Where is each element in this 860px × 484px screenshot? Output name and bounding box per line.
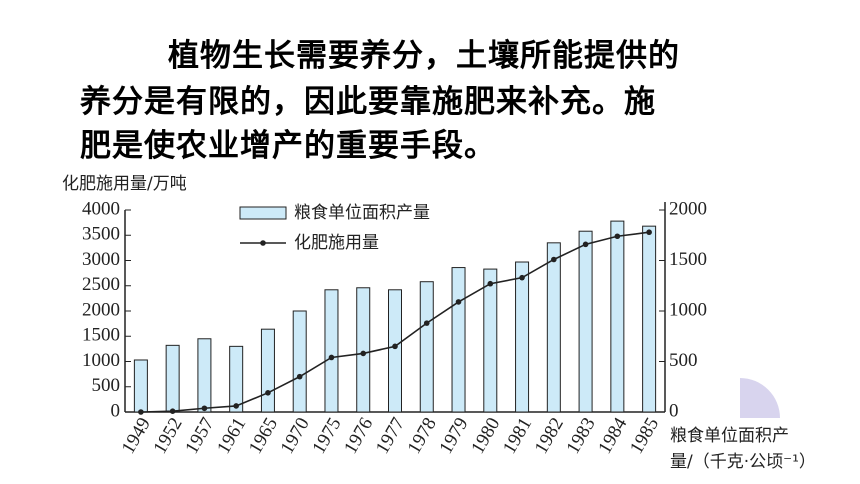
line-point (423, 320, 430, 326)
y2-axis-title: 量/（千克·公顷⁻¹） (670, 452, 816, 472)
x-tick-label: 1981 (499, 414, 536, 457)
line-point (296, 373, 303, 380)
bar (165, 344, 180, 413)
x-tick-label: 1965 (245, 414, 282, 457)
y-tick-label: 3000 (82, 249, 120, 270)
decoration (740, 378, 780, 418)
line-point (201, 405, 208, 412)
bar (610, 220, 625, 413)
legend-label: 化肥施用量 (294, 233, 379, 253)
bar (388, 289, 402, 413)
y-axis-title: 化肥施用量/万吨 (62, 174, 187, 194)
bar (578, 230, 593, 413)
y2-tick-label: 2000 (669, 198, 707, 219)
y-tick-label: 4000 (82, 198, 120, 219)
line-point (392, 343, 398, 350)
y2-axis-title: 粮食单位面积产 (670, 426, 789, 446)
y2-tick-label: 500 (669, 350, 698, 371)
bar (197, 338, 212, 413)
line-point (487, 280, 494, 287)
x-tick-label: 1977 (372, 414, 409, 457)
paragraph-line: 养分是有限的，因此要靠施肥来补充。施 (80, 84, 656, 120)
bar (546, 242, 561, 413)
line-point (614, 233, 621, 240)
legend-swatch (239, 206, 287, 220)
x-tick-label: 1983 (563, 414, 600, 457)
legend-label: 粮食单位面积产量 (294, 203, 430, 223)
x-tick-label: 1970 (277, 414, 314, 457)
x-tick-label: 1980 (467, 414, 504, 457)
bar (451, 267, 466, 413)
bar (356, 287, 371, 413)
paragraph-line: 植物生长需要养分，土壤所能提供的 (168, 38, 680, 74)
y2-tick-label: 1500 (669, 249, 707, 270)
line-point (551, 256, 557, 263)
bar (229, 345, 244, 413)
y2-tick-label: 0 (669, 400, 679, 421)
x-tick-label: 1952 (150, 414, 187, 457)
y2-tick-label: 1000 (669, 299, 707, 320)
x-tick-label: 1984 (594, 414, 631, 458)
x-tick-label: 1976 (340, 414, 377, 457)
y-tick-label: 0 (111, 400, 121, 421)
line-point (519, 274, 525, 281)
line-point (138, 409, 144, 415)
y-tick-label: 2000 (82, 299, 120, 320)
y-tick-label: 500 (92, 375, 121, 396)
legend-swatch (260, 240, 266, 246)
line-point (455, 299, 462, 305)
bar (133, 359, 148, 413)
line-point (646, 229, 652, 236)
x-tick-label: 1978 (404, 414, 441, 457)
x-tick-label: 1985 (626, 414, 663, 457)
line-point (265, 390, 271, 396)
line-point (582, 241, 589, 248)
x-tick-label: 1957 (181, 414, 218, 457)
bar (515, 261, 530, 413)
x-tick-label: 1979 (435, 414, 472, 457)
line-point (360, 350, 367, 357)
x-tick-label: 1975 (308, 414, 345, 457)
bar (260, 328, 275, 413)
paragraph-line: 肥是使农业增产的重要手段。 (80, 128, 496, 164)
bar (292, 310, 307, 413)
bar (483, 268, 498, 413)
y-tick-label: 3500 (82, 224, 120, 245)
line-point (328, 354, 335, 361)
x-tick-label: 1982 (531, 414, 568, 457)
line-point (233, 403, 239, 409)
x-tick-label: 1949 (118, 414, 155, 457)
bar (419, 281, 434, 413)
bar (324, 289, 339, 413)
line-point (169, 408, 176, 414)
x-tick-label: 1961 (213, 414, 250, 457)
y-tick-label: 1000 (82, 350, 120, 371)
y-tick-label: 1500 (82, 325, 120, 346)
bar (642, 225, 657, 413)
y-tick-label: 2500 (82, 274, 120, 295)
